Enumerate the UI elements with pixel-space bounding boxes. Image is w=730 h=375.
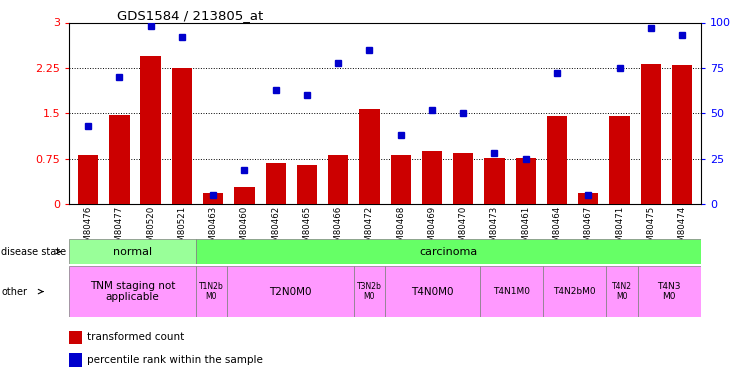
Bar	[78, 154, 99, 204]
Bar	[391, 154, 411, 204]
Bar	[672, 65, 692, 204]
Text: T1N2b
M0: T1N2b M0	[199, 282, 224, 301]
Bar	[196, 239, 701, 264]
Text: carcinoma: carcinoma	[419, 247, 477, 256]
Bar	[266, 163, 286, 204]
Text: T4N3
M0: T4N3 M0	[658, 282, 681, 301]
Bar	[69, 353, 82, 367]
Text: disease state: disease state	[1, 247, 66, 256]
Bar	[606, 266, 638, 317]
Bar	[69, 331, 82, 344]
Bar	[196, 266, 227, 317]
Text: T4N2bM0: T4N2bM0	[553, 287, 596, 296]
Bar	[203, 194, 223, 204]
Text: percentile rank within the sample: percentile rank within the sample	[87, 355, 263, 365]
Bar	[385, 266, 480, 317]
Bar	[547, 117, 567, 204]
Text: T4N2
M0: T4N2 M0	[612, 282, 632, 301]
Bar	[641, 64, 661, 204]
Bar	[172, 68, 192, 204]
Text: normal: normal	[113, 247, 152, 256]
Text: other: other	[1, 286, 28, 297]
Text: transformed count: transformed count	[87, 333, 184, 342]
Bar	[422, 151, 442, 204]
Text: T4N1M0: T4N1M0	[493, 287, 530, 296]
Bar	[110, 115, 129, 204]
Bar	[234, 188, 255, 204]
Bar	[638, 266, 701, 317]
Bar	[610, 117, 630, 204]
Text: GDS1584 / 213805_at: GDS1584 / 213805_at	[117, 9, 263, 22]
Bar	[140, 56, 161, 204]
Bar	[328, 154, 348, 204]
Bar	[480, 266, 543, 317]
Text: T2N0M0: T2N0M0	[269, 286, 312, 297]
Bar	[69, 239, 196, 264]
Bar	[353, 266, 385, 317]
Bar	[69, 266, 196, 317]
Text: T4N0M0: T4N0M0	[411, 286, 453, 297]
Bar	[543, 266, 606, 317]
Bar	[515, 158, 536, 204]
Bar	[227, 266, 353, 317]
Text: TNM staging not
applicable: TNM staging not applicable	[90, 281, 175, 302]
Bar	[484, 158, 504, 204]
Bar	[297, 165, 317, 204]
Bar	[359, 109, 380, 204]
Bar	[578, 194, 599, 204]
Bar	[453, 153, 473, 204]
Text: T3N2b
M0: T3N2b M0	[357, 282, 382, 301]
